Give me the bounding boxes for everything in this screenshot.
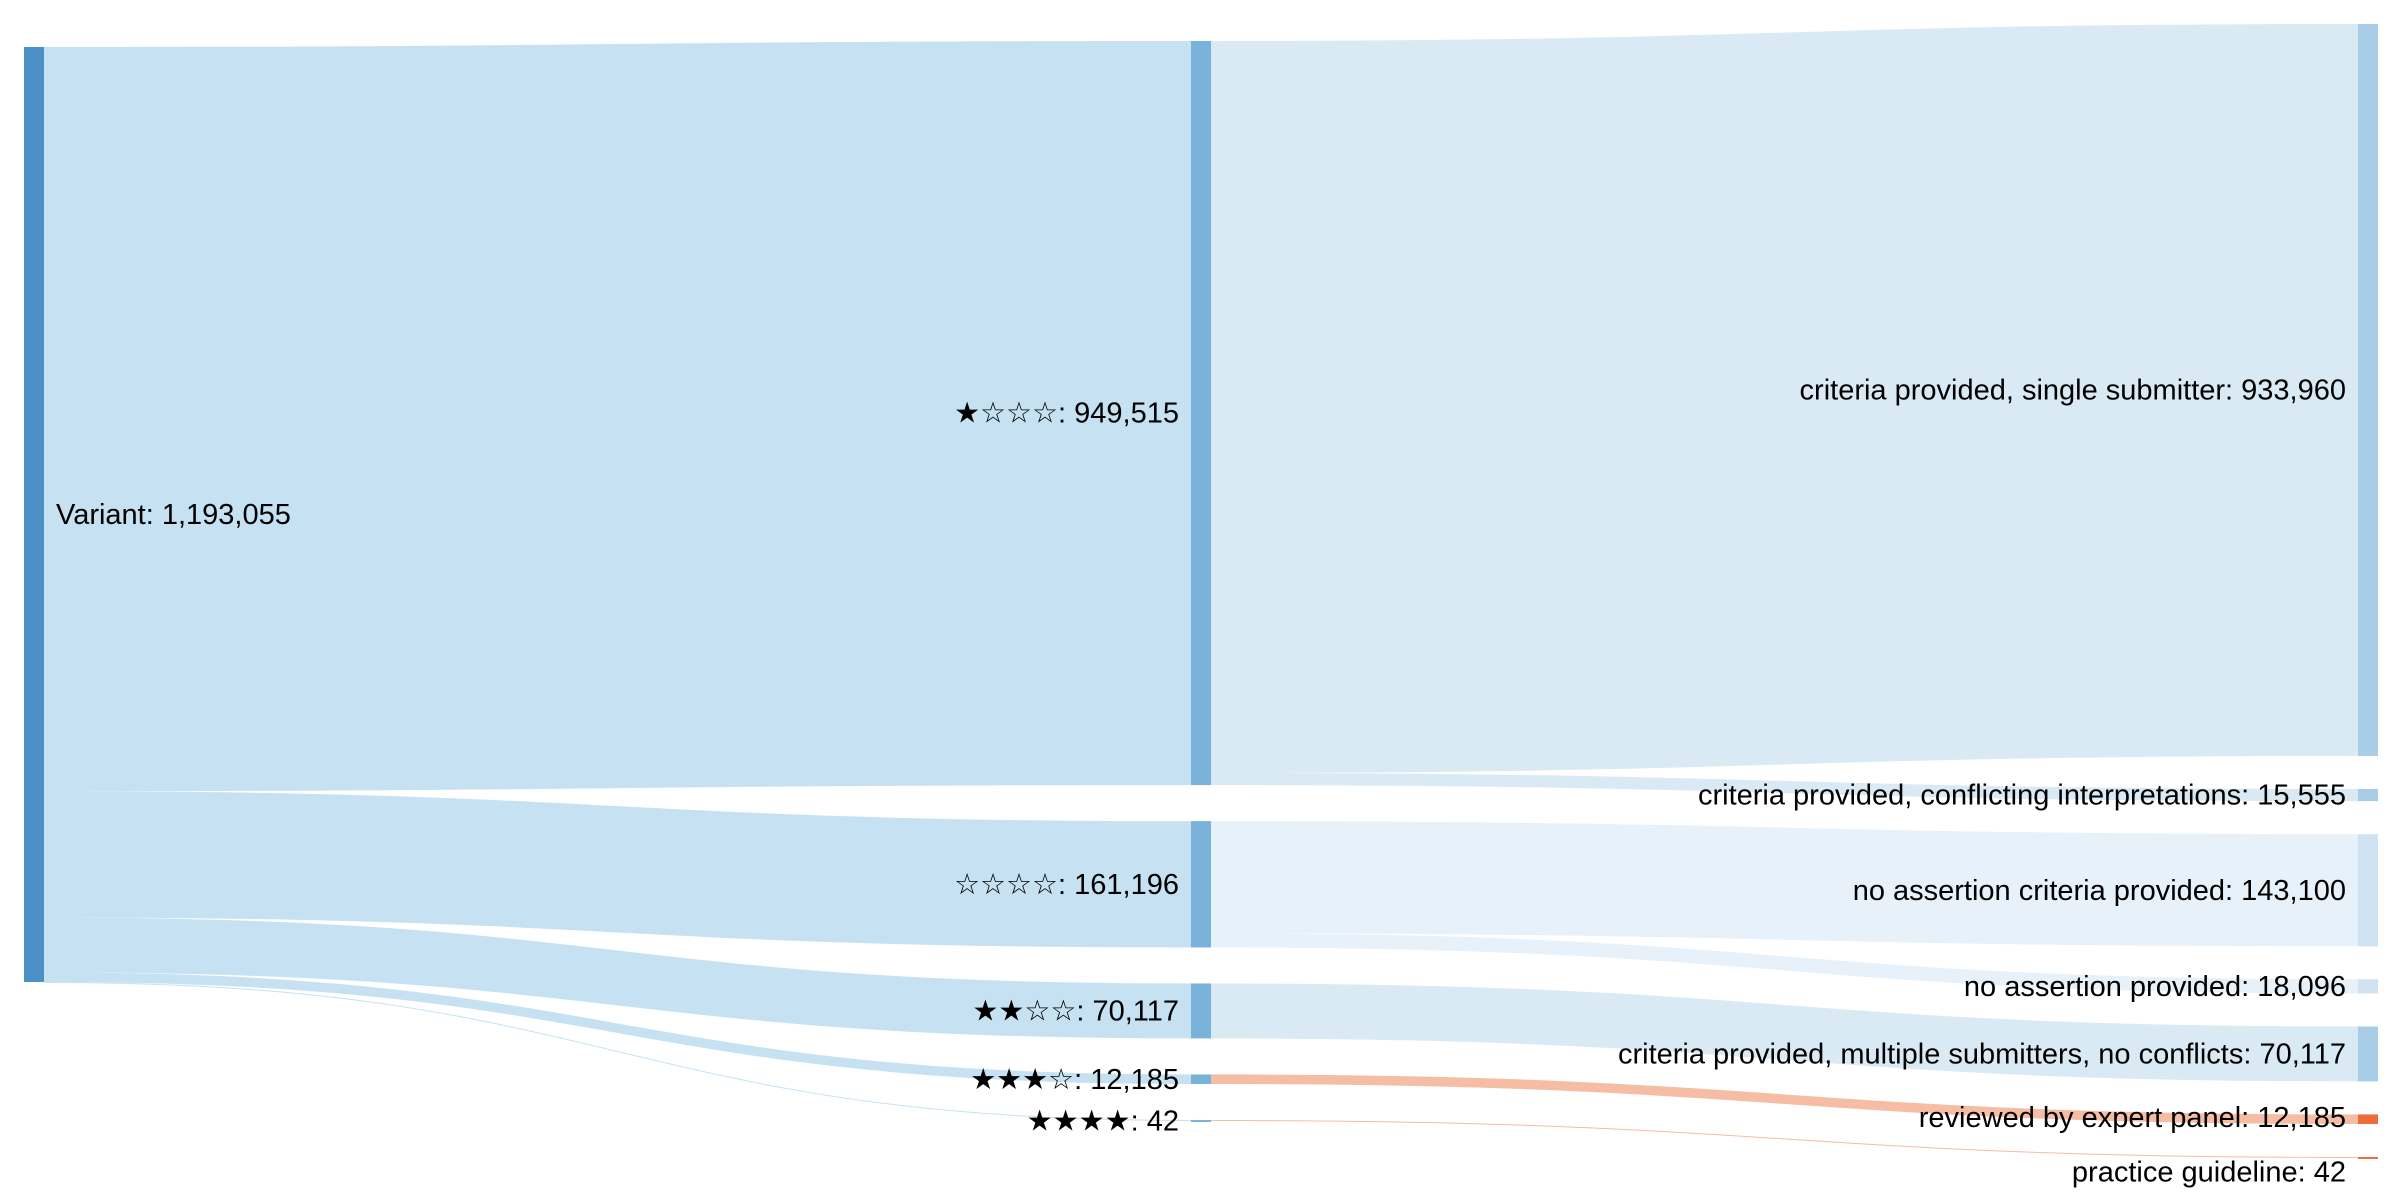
label-variant: Variant: 1,193,055 (56, 499, 291, 531)
label-conflicting: criteria provided, conflicting interpret… (1698, 780, 2346, 812)
node-no_assertion (2358, 979, 2378, 994)
label-star2: ★★☆☆: 70,117 (972, 996, 1179, 1028)
sankey-links (44, 24, 2358, 1158)
label-star4: ★★★★: 42 (1027, 1106, 1179, 1138)
sankey-nodes (24, 24, 2378, 1159)
link-variant-to-star1 (44, 41, 1191, 792)
node-expert (2358, 1114, 2378, 1124)
node-conflicting (2358, 788, 2378, 802)
link-variant-to-star2 (44, 917, 1191, 1039)
link-variant-to-star0 (44, 791, 1191, 948)
node-star0 (1191, 821, 1211, 948)
link-variant-to-star3 (44, 972, 1191, 1084)
link-star1-to-conflicting (1211, 772, 2358, 802)
node-multiple (2358, 1026, 2378, 1082)
label-multiple: criteria provided, multiple submitters, … (1618, 1039, 2346, 1071)
label-no_criteria: no assertion criteria provided: 143,100 (1853, 875, 2346, 907)
label-guideline: practice guideline: 42 (2072, 1157, 2346, 1189)
node-no_criteria (2358, 834, 2378, 947)
label-star0: ☆☆☆☆: 161,196 (954, 869, 1179, 901)
link-variant-to-star4 (44, 981, 1191, 1121)
link-star0-to-no_criteria (1211, 821, 2358, 947)
node-variant (24, 47, 44, 982)
label-expert: reviewed by expert panel: 12,185 (1919, 1102, 2346, 1134)
link-star3-to-expert (1211, 1074, 2358, 1124)
link-star4-to-guideline (1211, 1119, 2358, 1158)
label-star3: ★★★☆: 12,185 (970, 1064, 1179, 1096)
label-single: criteria provided, single submitter: 933… (1800, 375, 2346, 407)
node-guideline (2358, 1156, 2378, 1159)
node-single (2358, 24, 2378, 756)
label-no_assertion: no assertion provided: 18,096 (1964, 971, 2346, 1003)
node-star2 (1191, 983, 1211, 1039)
link-star0-to-no_assertion (1211, 933, 2358, 994)
link-star1-to-single (1211, 24, 2358, 773)
node-star3 (1191, 1074, 1211, 1084)
sankey-labels: Variant: 1,193,055 ★☆☆☆: 949,515 ☆☆☆☆: 161… (56, 375, 2346, 1189)
link-star2-to-multiple (1211, 983, 2358, 1082)
label-star1: ★☆☆☆: 949,515 (954, 398, 1179, 430)
node-star4 (1191, 1119, 1211, 1122)
node-star1 (1191, 41, 1211, 786)
